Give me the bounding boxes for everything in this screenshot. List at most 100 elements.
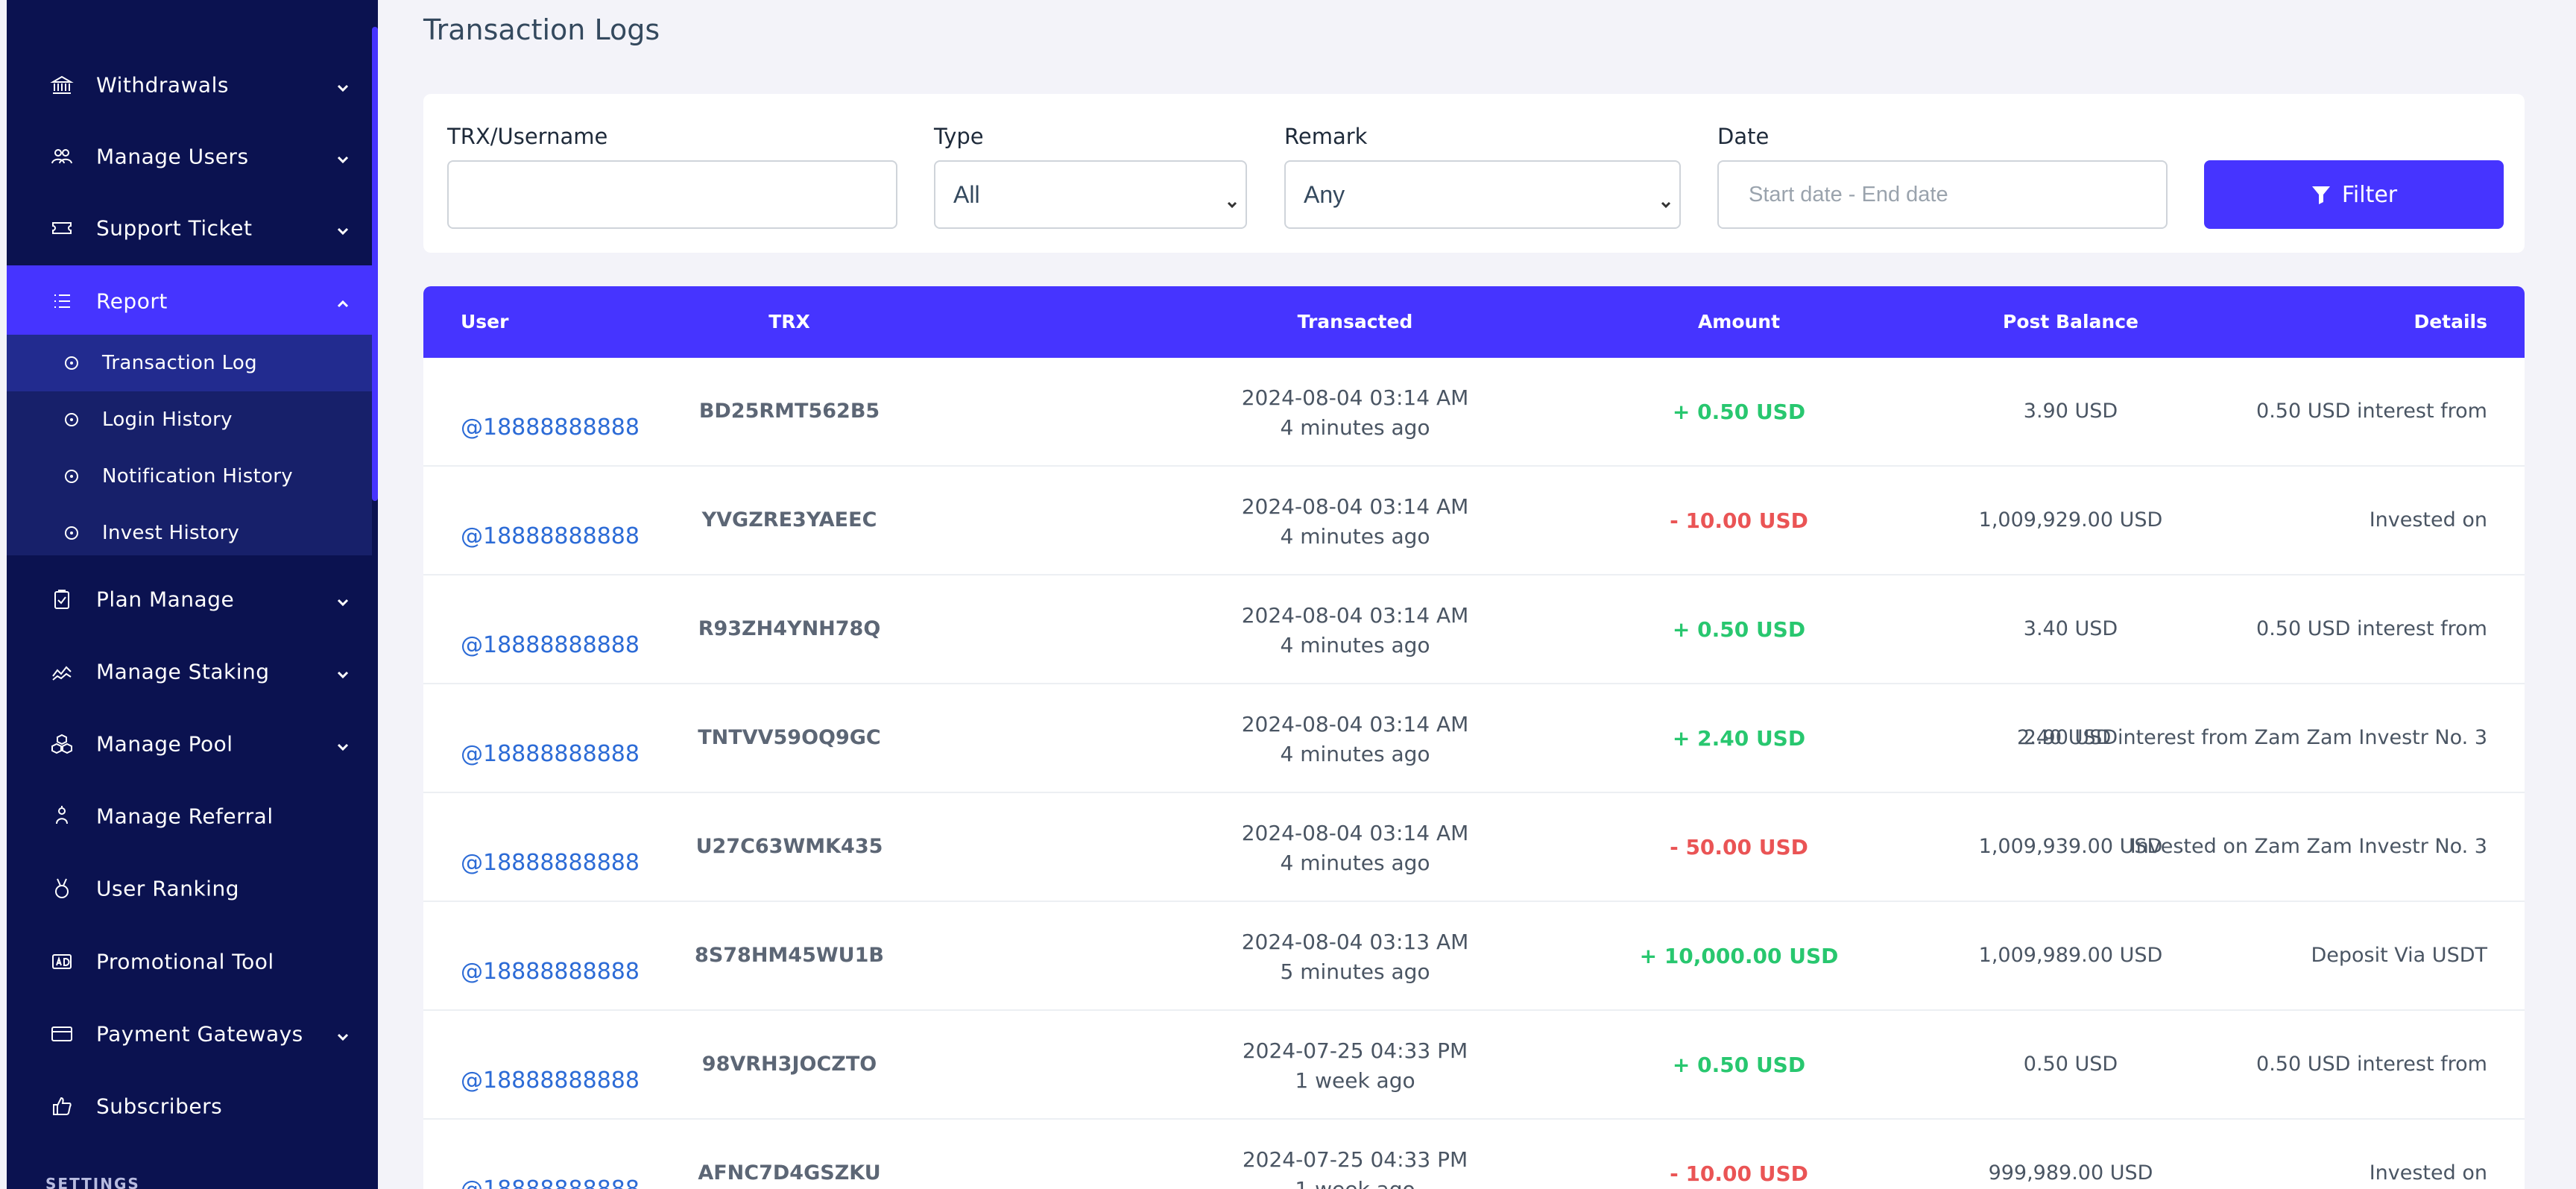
th-details: Details [2414, 311, 2487, 332]
sidebar-item-manage-pool[interactable]: Manage Pool [7, 708, 372, 780]
user-link[interactable]: @18888888888 [461, 1067, 640, 1094]
th-trx: TRX [768, 311, 810, 332]
post-balance: 3.40 USD [2023, 617, 2118, 640]
sidebar-scrollbar[interactable] [372, 27, 378, 501]
transacted-date: 2024-08-04 03:14 AM [1241, 385, 1469, 410]
trx-username-input[interactable] [447, 160, 897, 229]
sidebar-item-manage-staking[interactable]: Manage Staking [7, 636, 372, 707]
post-balance: 1,009,939.00 USD [1978, 835, 2163, 858]
user-link[interactable]: @18888888888 [461, 1176, 640, 1189]
submenu-item-label: Login History [102, 409, 233, 431]
amount: - 10.00 USD [1670, 1161, 1808, 1186]
submenu-item-invest-history[interactable]: Invest History [7, 505, 372, 561]
transacted-cell: 2024-07-25 04:33 PM 1 week ago [1199, 1145, 1512, 1189]
chevron-down-icon [1226, 189, 1238, 209]
transacted-date: 2024-07-25 04:33 PM [1242, 1038, 1468, 1063]
table-row: @18888888888 R93ZH4YNH78Q 2024-08-04 03:14… [423, 575, 2525, 684]
circle-dot-icon [65, 356, 78, 370]
circle-dot-icon [65, 413, 78, 426]
amount: + 0.50 USD [1672, 1053, 1806, 1077]
amount: + 10,000.00 USD [1639, 944, 1839, 968]
transacted-ago: 1 week ago [1295, 1068, 1415, 1093]
remark-select[interactable]: Any [1284, 160, 1681, 229]
transacted-date: 2024-08-04 03:14 AM [1241, 494, 1469, 519]
circle-dot-icon [65, 470, 78, 483]
post-balance: 1,009,929.00 USD [1978, 508, 2163, 532]
trx-id: YVGZRE3YAEEC [701, 508, 877, 532]
chevron-down-icon [335, 1026, 351, 1042]
sidebar-item-label: Promotional Tool [96, 949, 274, 974]
sidebar-item-promotional-tool[interactable]: Promotional Tool [7, 926, 372, 997]
post-balance: 2.90 USD [2023, 726, 2118, 749]
transacted-ago: 4 minutes ago [1280, 742, 1430, 766]
amount: + 0.50 USD [1672, 400, 1806, 424]
thumbs-up-icon [50, 1094, 74, 1118]
sidebar-item-label: Manage Users [96, 144, 249, 169]
medal-icon [50, 877, 74, 901]
circle-dot-icon [65, 526, 78, 540]
trx-id: AFNC7D4GSZKU [698, 1161, 881, 1185]
sidebar-item-report[interactable]: Report [7, 265, 372, 337]
details: Invested on Zam Zam Investr No. 3 [2130, 835, 2487, 858]
transacted-date: 2024-08-04 03:14 AM [1241, 712, 1469, 737]
bank-icon [50, 73, 74, 97]
sidebar-section-settings: SETTINGS [45, 1175, 140, 1189]
sidebar-item-withdrawals[interactable]: Withdrawals [7, 49, 372, 121]
type-select[interactable]: All [934, 160, 1247, 229]
sidebar-item-label: Report [96, 288, 168, 314]
sidebar-item-payment-gateways[interactable]: Payment Gateways [7, 998, 372, 1070]
remark-label: Remark [1284, 124, 1368, 149]
transacted-date: 2024-07-25 04:33 PM [1242, 1147, 1468, 1172]
transacted-cell: 2024-07-25 04:33 PM 1 week ago [1199, 1036, 1512, 1096]
amount: - 50.00 USD [1670, 835, 1808, 860]
credit-card-icon [50, 1022, 74, 1046]
table-row: @18888888888 TNTVV59OQ9GC 2024-08-04 03:14… [423, 684, 2525, 793]
sidebar-item-label: User Ranking [96, 876, 239, 901]
transacted-ago: 4 minutes ago [1280, 633, 1430, 657]
trx-id: 8S78HM45WU1B [695, 944, 884, 967]
details: 0.50 USD interest from [2256, 1053, 2487, 1076]
user-link[interactable]: @18888888888 [461, 414, 640, 441]
amount: + 0.50 USD [1672, 617, 1806, 642]
table-row: @18888888888 YVGZRE3YAEEC 2024-08-04 03:14… [423, 467, 2525, 575]
sidebar-item-plan-manage[interactable]: Plan Manage [7, 564, 372, 635]
table-row: @18888888888 BD25RMT562B5 2024-08-04 03:14… [423, 358, 2525, 467]
trx-id: TNTVV59OQ9GC [698, 726, 881, 749]
sidebar-item-manage-referral[interactable]: Manage Referral [7, 780, 372, 852]
chevron-down-icon [1660, 189, 1672, 209]
sidebar-item-label: Manage Staking [96, 659, 270, 684]
user-link[interactable]: @18888888888 [461, 741, 640, 767]
sidebar-item-user-ranking[interactable]: User Ranking [7, 853, 372, 924]
sidebar-item-support-ticket[interactable]: Support Ticket [7, 192, 372, 264]
sidebar-item-subscribers[interactable]: Subscribers [7, 1070, 372, 1142]
transacted-ago: 4 minutes ago [1280, 524, 1430, 549]
transacted-ago: 4 minutes ago [1280, 851, 1430, 875]
user-link[interactable]: @18888888888 [461, 959, 640, 985]
filter-button-label: Filter [2341, 181, 2398, 208]
transacted-cell: 2024-08-04 03:14 AM 4 minutes ago [1199, 601, 1512, 660]
transacted-cell: 2024-08-04 03:14 AM 4 minutes ago [1199, 492, 1512, 552]
filter-button[interactable]: Filter [2204, 160, 2504, 229]
transacted-cell: 2024-08-04 03:13 AM 5 minutes ago [1199, 927, 1512, 987]
remark-select-value: Any [1304, 180, 1345, 208]
transacted-cell: 2024-08-04 03:14 AM 4 minutes ago [1199, 819, 1512, 878]
type-label: Type [934, 124, 984, 149]
submenu-item-transaction-log[interactable]: Transaction Log [7, 335, 372, 391]
user-link[interactable]: @18888888888 [461, 523, 640, 549]
transacted-date: 2024-08-04 03:14 AM [1241, 603, 1469, 628]
table-row: @18888888888 98VRH3JOCZTO 2024-07-25 04:33… [423, 1011, 2525, 1120]
sidebar-item-label: Subscribers [96, 1094, 223, 1119]
user-link[interactable]: @18888888888 [461, 632, 640, 658]
sidebar-item-manage-users[interactable]: Manage Users [7, 121, 372, 192]
submenu-item-notification-history[interactable]: Notification History [7, 448, 372, 505]
chevron-down-icon [335, 663, 351, 680]
sidebar-item-label: Manage Referral [96, 804, 274, 829]
date-range-input[interactable]: Start date - End date [1717, 160, 2168, 229]
user-link[interactable]: @18888888888 [461, 850, 640, 876]
post-balance: 0.50 USD [2023, 1053, 2118, 1076]
referral-icon [50, 804, 74, 828]
ad-icon [50, 950, 74, 974]
submenu-item-login-history[interactable]: Login History [7, 391, 372, 448]
cubes-icon [50, 732, 74, 756]
post-balance: 1,009,989.00 USD [1978, 944, 2163, 967]
